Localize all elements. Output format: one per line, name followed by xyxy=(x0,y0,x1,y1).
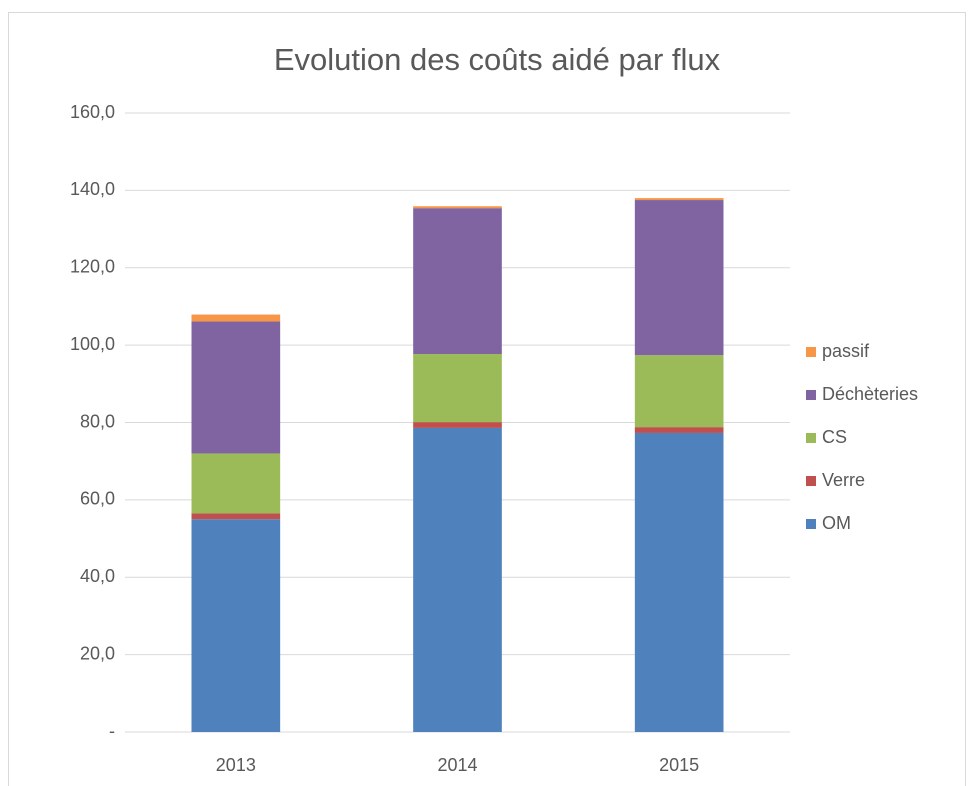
bar-segment xyxy=(634,200,724,356)
legend-label: passif xyxy=(822,341,870,361)
bar-segment xyxy=(413,208,502,355)
legend-label: OM xyxy=(822,513,851,533)
y-tick-label: 80,0 xyxy=(80,411,115,431)
legend-swatch xyxy=(806,476,816,486)
bar-segment xyxy=(634,432,724,732)
x-tick-label: 2014 xyxy=(437,755,477,775)
legend-swatch xyxy=(806,390,816,400)
x-tick-label: 2015 xyxy=(659,755,699,775)
legend-label: CS xyxy=(822,427,847,447)
bar-segment xyxy=(634,427,724,433)
bar-segment xyxy=(413,354,502,423)
bar-segment xyxy=(191,321,281,454)
y-tick-label: 60,0 xyxy=(80,489,115,509)
bar-segment xyxy=(191,314,281,322)
bar-segment xyxy=(413,206,502,209)
y-tick-label: 100,0 xyxy=(70,334,115,354)
y-tick-label: 160,0 xyxy=(70,102,115,122)
bar-segment xyxy=(634,355,724,428)
legend-swatch xyxy=(806,433,816,443)
bar-segment xyxy=(191,513,281,520)
y-tick-label: 20,0 xyxy=(80,643,115,663)
bar-segment xyxy=(413,422,502,428)
bar-segment xyxy=(413,427,502,732)
y-tick-label: 140,0 xyxy=(70,179,115,199)
chart-title: Evolution des coûts aidé par flux xyxy=(274,42,721,77)
legend-label: Verre xyxy=(822,470,865,490)
bar-segment xyxy=(191,519,281,732)
y-tick-label: - xyxy=(109,721,115,741)
y-tick-label: 120,0 xyxy=(70,257,115,277)
legend-swatch xyxy=(806,347,816,357)
y-tick-label: 40,0 xyxy=(80,566,115,586)
bar-segment xyxy=(634,198,724,201)
x-tick-label: 2013 xyxy=(216,755,256,775)
legend-swatch xyxy=(806,519,816,529)
bar-segment xyxy=(191,453,281,514)
legend-label: Déchèteries xyxy=(822,384,918,404)
